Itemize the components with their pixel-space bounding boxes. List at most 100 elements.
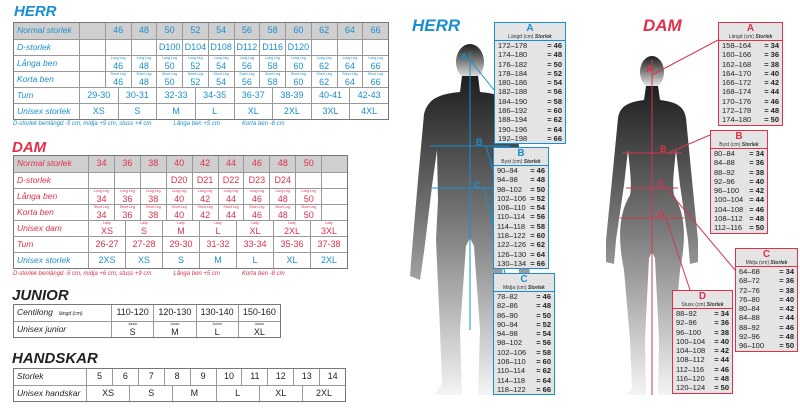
measure-marker-d: D	[658, 210, 665, 220]
cell-sublabel: Long Leg	[265, 56, 280, 60]
box-row: 122–126 = 62	[494, 240, 548, 249]
box-row: 120–124 = 50	[673, 383, 732, 392]
range: 114–118	[497, 375, 526, 385]
size: = 50	[714, 383, 729, 393]
table-cell: Short Leg 44	[217, 205, 244, 220]
range: 172–178	[722, 106, 752, 116]
cell-value: 42	[200, 210, 211, 220]
box-header: C Midja (cm) Storlek	[494, 274, 554, 292]
table-cell: Short Leg 50	[156, 72, 182, 87]
cell-sublabel: Long Leg	[249, 189, 265, 193]
table-row: Unisex storlek 2XS XS S M L XL 2XL	[14, 252, 347, 268]
cell-value: 56	[241, 61, 252, 71]
cell-value: 46	[113, 25, 124, 35]
box-row: 98–102 = 50	[494, 185, 548, 194]
box-row: 170–176 = 46	[719, 97, 782, 106]
row-label-text: Tum	[17, 239, 34, 249]
table-cell: 26-27	[88, 237, 125, 252]
table-cell	[79, 23, 105, 39]
cell-value: D116	[262, 42, 284, 52]
range: 104–108	[676, 346, 706, 356]
measure-label: Längd (cm)	[728, 34, 754, 40]
table-row: Normal storlek 46 48 50 52 54 56 58 60 62 64 66	[14, 23, 388, 39]
box-row: 98–102 = 56	[494, 338, 554, 347]
table-row: Långa ben Long Leg 34 Long Leg 36 Long Leg 38 L…	[14, 188, 347, 204]
size-label: Storlek	[770, 260, 788, 266]
range: 166–172	[722, 78, 752, 88]
table-cell: 60	[285, 23, 311, 39]
row-label: Korta ben	[14, 205, 88, 220]
cell-value: 50	[164, 77, 175, 87]
table-cell	[79, 40, 105, 55]
cell-value: S	[134, 106, 141, 116]
note-text: D-storlek benlängd -5 cm, midja +6 cm, s…	[13, 271, 152, 277]
row-label: Normal storlek	[14, 23, 79, 39]
cell-value: 2XL	[283, 106, 300, 116]
table-cell	[310, 40, 337, 55]
range: 116–120	[676, 374, 705, 384]
cell-value: 66	[370, 25, 381, 35]
size: = 62	[530, 240, 545, 250]
range: 192–198	[498, 133, 528, 143]
cell-value: M	[214, 255, 222, 265]
cell-value: 48	[138, 25, 149, 35]
table-cell: XL	[258, 386, 302, 401]
table-cell	[295, 173, 321, 188]
row-label: Centilong längd (cm)	[14, 305, 111, 321]
cell-sublabel: Short Leg	[342, 72, 358, 76]
box-row: 102–106 = 58	[494, 348, 554, 357]
cell-sublabel: Short Leg	[171, 205, 187, 209]
size: = 46	[547, 41, 562, 50]
box-row: 174–180 = 48	[495, 50, 565, 59]
range: 90–94	[497, 319, 518, 329]
cell-sublabel: Short Leg	[301, 205, 317, 209]
cell-value: 46	[113, 77, 124, 87]
box-row: 160–166 = 36	[719, 50, 782, 59]
cell-value: 66	[370, 61, 381, 71]
size: = 34	[714, 309, 729, 318]
table-cell: 31-32	[199, 237, 236, 252]
size: = 40	[764, 68, 779, 78]
table-cell	[321, 189, 347, 204]
table-row: Korta ben Short Leg 34 Short Leg 36 Short Leg…	[14, 204, 347, 220]
table-cell: Short Leg 58	[259, 72, 285, 87]
cell-value: 4XL	[361, 106, 378, 116]
table-cell: 42-43	[349, 88, 388, 103]
table-cell: 120-130	[153, 305, 195, 321]
box-row: 182–188 = 56	[495, 87, 565, 96]
measure-marker-c: C	[658, 179, 665, 189]
range: 96–100	[714, 186, 740, 196]
cell-sublabel: Short Leg	[290, 72, 306, 76]
table-cell: Junior M	[153, 322, 195, 337]
range: 162–168	[722, 59, 752, 69]
table-cell: 2XL	[310, 253, 347, 268]
table-cell: 62	[310, 23, 337, 39]
cell-value: 62	[319, 25, 330, 35]
cell-value: 40	[174, 194, 185, 204]
box-row: 104–108 = 42	[673, 346, 732, 355]
size: = 48	[779, 332, 794, 342]
table-row: Korta ben Short Leg 46 Short Leg 48 Short Leg…	[14, 71, 388, 87]
herr-figure-title: HERR	[412, 16, 461, 35]
cell-value: D112	[236, 42, 258, 52]
range: 90–94	[497, 166, 518, 175]
cell-value: 38	[148, 158, 159, 168]
table-cell: D116	[259, 40, 285, 55]
row-label: Unisex junior	[14, 322, 111, 337]
size: = 40	[749, 176, 764, 186]
range: 108–112	[676, 355, 705, 365]
box-row: 78–82 = 46	[494, 292, 554, 301]
table-cell: 29-30	[162, 237, 199, 252]
table-cell: Lady 3XL	[310, 221, 347, 236]
cell-sublabel: Short Leg	[119, 205, 135, 209]
table-row: Normal storlek 34 36 38 40 42 44 46 48 50	[14, 156, 347, 172]
size: = 60	[536, 357, 551, 367]
table-cell	[321, 205, 347, 220]
table-cell: Junior XL	[237, 322, 280, 337]
table-cell: D23	[243, 173, 269, 188]
box-row: 190–196 = 64	[495, 125, 565, 134]
cell-value: 14	[327, 371, 338, 381]
row-label-text: Normal storlek	[17, 25, 72, 35]
size: = 56	[536, 338, 551, 348]
cell-sublabel: Long Leg	[316, 56, 332, 60]
